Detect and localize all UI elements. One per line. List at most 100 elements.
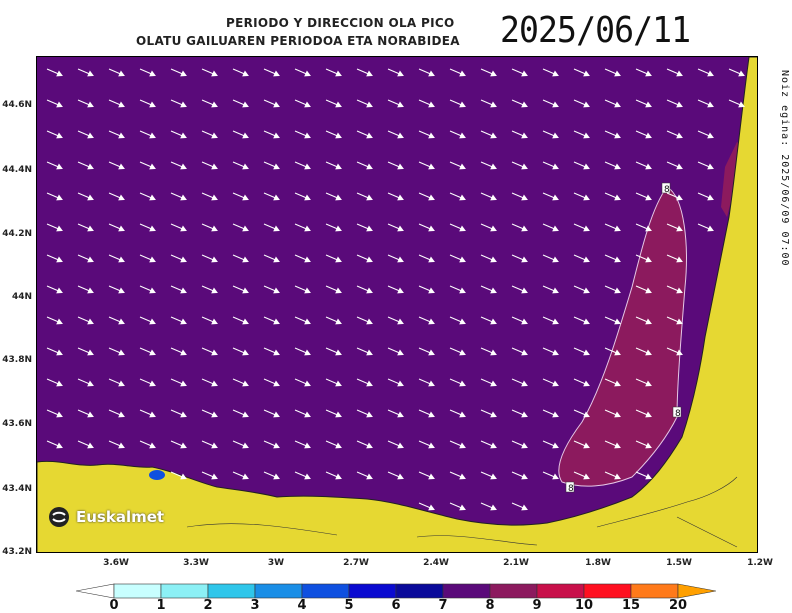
arrow-head <box>335 101 342 108</box>
arrow-head <box>614 70 621 77</box>
arrow-head <box>366 256 373 263</box>
arrow-head <box>707 132 714 139</box>
arrow-head <box>707 225 714 232</box>
period-colorbar <box>76 583 716 599</box>
arrow-head <box>242 473 249 480</box>
arrow-head <box>335 349 342 356</box>
arrow-head <box>459 256 466 263</box>
arrow-head <box>614 256 621 263</box>
arrow-head <box>738 70 745 77</box>
arrow-head <box>211 411 218 418</box>
arrow-head <box>56 318 63 325</box>
colorbar-bin <box>395 583 444 599</box>
arrow-head <box>552 287 559 294</box>
arrow-head <box>428 380 435 387</box>
arrow-head <box>242 380 249 387</box>
arrow-head <box>242 256 249 263</box>
lat-label: 44N <box>11 292 32 302</box>
arrow-head <box>521 318 528 325</box>
arrow-head <box>490 473 497 480</box>
arrow-head <box>645 256 652 263</box>
arrow-head <box>87 194 94 201</box>
arrow-head <box>180 287 187 294</box>
colorbar-bin <box>301 583 350 599</box>
arrow-head <box>459 225 466 232</box>
arrow-head <box>56 380 63 387</box>
arrow-head <box>56 411 63 418</box>
lon-label: 2.1W <box>503 558 529 568</box>
arrow-head <box>118 256 125 263</box>
arrow-head <box>428 256 435 263</box>
wave-period-map: 8 8 8 <box>37 57 757 552</box>
lon-label: 1.8W <box>585 558 611 568</box>
arrow-head <box>242 287 249 294</box>
arrow-head <box>676 194 683 201</box>
arrow-head <box>614 287 621 294</box>
arrow-head <box>56 194 63 201</box>
arrow-head <box>614 318 621 325</box>
arrow-head <box>118 194 125 201</box>
arrow-head <box>552 225 559 232</box>
lon-label: 3.3W <box>183 558 209 568</box>
arrow-head <box>304 70 311 77</box>
arrow-head <box>614 411 621 418</box>
arrow-head <box>645 70 652 77</box>
arrow-head <box>614 473 621 480</box>
arrow-head <box>583 70 590 77</box>
arrow-head <box>56 349 63 356</box>
arrow-head <box>676 287 683 294</box>
arrow-head <box>521 504 528 511</box>
arrow-head <box>335 256 342 263</box>
arrow-head <box>273 101 280 108</box>
arrow-head <box>149 349 156 356</box>
arrow-head <box>211 101 218 108</box>
arrow-head <box>87 287 94 294</box>
lat-label: 43.8N <box>2 355 32 365</box>
arrow-head <box>521 442 528 449</box>
arrow-head <box>552 349 559 356</box>
arrow-head <box>521 349 528 356</box>
arrow-head <box>490 504 497 511</box>
arrow-head <box>490 70 497 77</box>
arrow-head <box>366 101 373 108</box>
arrow-head <box>56 70 63 77</box>
arrow-head <box>304 287 311 294</box>
arrow-head <box>645 287 652 294</box>
arrow-head <box>149 380 156 387</box>
arrow-head <box>490 132 497 139</box>
colorbar-bin <box>583 583 632 599</box>
arrow-head <box>273 225 280 232</box>
arrow-head <box>583 101 590 108</box>
arrow-head <box>366 473 373 480</box>
arrow-head <box>304 442 311 449</box>
arrow-head <box>676 70 683 77</box>
arrow-head <box>645 225 652 232</box>
arrow-head <box>428 163 435 170</box>
arrow-head <box>118 380 125 387</box>
arrow-head <box>335 442 342 449</box>
arrow-head <box>273 442 280 449</box>
arrow-head <box>366 411 373 418</box>
arrow-head <box>552 132 559 139</box>
arrow-head <box>397 442 404 449</box>
lon-label: 2.4W <box>423 558 449 568</box>
arrow-head <box>180 163 187 170</box>
arrow-head <box>645 163 652 170</box>
lon-label: 1.2W <box>747 558 773 568</box>
arrow-head <box>273 163 280 170</box>
arrow-head <box>583 163 590 170</box>
arrow-head <box>583 411 590 418</box>
arrow-head <box>614 132 621 139</box>
arrow-head <box>397 132 404 139</box>
arrow-head <box>397 70 404 77</box>
lat-label: 44.2N <box>2 229 32 239</box>
arrow-head <box>397 411 404 418</box>
arrow-head <box>242 132 249 139</box>
brand-name: Euskalmet <box>76 508 165 526</box>
colorbar-label: 20 <box>668 598 688 613</box>
arrow-head <box>180 101 187 108</box>
arrow-head <box>552 101 559 108</box>
arrow-head <box>273 411 280 418</box>
admin-border <box>186 476 738 548</box>
arrow-head <box>56 163 63 170</box>
